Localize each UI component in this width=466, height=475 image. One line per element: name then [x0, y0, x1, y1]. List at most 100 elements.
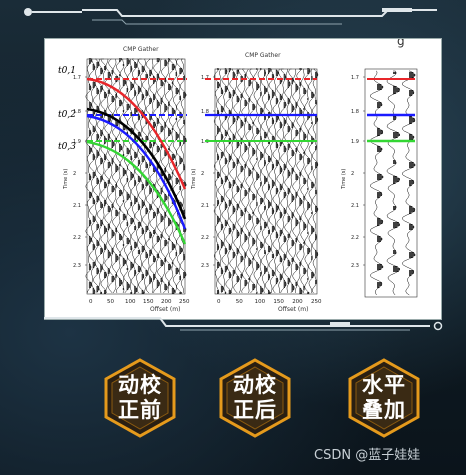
trace-fill: [283, 74, 287, 288]
trace-fill: [291, 78, 295, 292]
watermark-text: CSDN @蓝子娃娃: [314, 448, 421, 463]
seismic-trace: [237, 68, 244, 294]
y-tick-label: 2.2: [201, 235, 209, 241]
t03-label: t0,3: [58, 142, 76, 152]
trace-fill: [92, 64, 96, 294]
left-cmp-gather-plot: 1.7 1.8 1.9 2 2.1 2.2 2.3 Time (s) 0 50 100 150 200 2…: [63, 58, 190, 305]
trace-fill: [240, 76, 244, 278]
plot-border: [86, 58, 186, 295]
y-tick-label: 1.8: [201, 109, 209, 115]
figure-panel: 1.7 1.8 1.9 2 2.1 2.2 2.3 Time (s) 0 50 100 150 200 2…: [44, 34, 442, 320]
green-moveout-curve: [86, 140, 187, 245]
seismic-trace: [257, 68, 264, 294]
seismic-trace: [127, 58, 134, 294]
x-tick-label: 250: [179, 299, 190, 305]
trace-fill: [409, 72, 416, 276]
x-tick-label: 150: [143, 299, 154, 305]
x-tick-label: 100: [255, 299, 266, 305]
trace-fill: [220, 88, 224, 292]
left-plot-title: CMP Gather: [123, 46, 159, 53]
seismic-trace: [149, 58, 157, 294]
trace-fill: [295, 84, 299, 286]
trace-fill: [232, 72, 236, 276]
t01-label: t0,1: [58, 66, 76, 76]
trace-fill: [107, 72, 111, 274]
seismic-trace: [221, 68, 228, 294]
hexagon-frame-icon: [348, 358, 420, 438]
trace-fill: [264, 70, 267, 274]
corner-mark: g: [397, 39, 405, 48]
seismic-trace: [130, 58, 138, 294]
middle-cmp-gather-plot: 1.7 1.8 1.9 2 2.1 2.2 2.3 Time (s) 0 50 100 150 200 2…: [191, 68, 322, 305]
y-tick-label: 2.1: [351, 203, 359, 209]
seismic-trace: [264, 68, 272, 294]
seismic-figure: 1.7 1.8 1.9 2 2.1 2.2 2.3 Time (s) 0 50 100 150 200 2…: [58, 34, 418, 313]
y-tick-label: 1.9: [201, 139, 209, 145]
y-axis-label: Time (s): [191, 169, 197, 190]
hex-button-stack[interactable]: 水平 叠加: [344, 358, 424, 438]
plot-border: [364, 68, 418, 298]
x-tick-label: 0: [217, 299, 221, 305]
seismic-trace: [225, 68, 232, 294]
seismic-trace: [304, 68, 311, 294]
seismic-trace: [284, 68, 291, 294]
seismic-trace: [92, 58, 100, 294]
button-line2: 正后: [233, 398, 277, 422]
y-tick-label: 1.7: [73, 75, 81, 81]
y-tick-label: 2: [351, 171, 354, 177]
seismic-trace: [85, 58, 93, 294]
y-tick-label: 1.9: [351, 139, 359, 145]
trace-fill: [236, 70, 240, 282]
seismic-trace: [104, 58, 112, 294]
seismic-trace: [213, 68, 220, 294]
trace-fill: [183, 76, 187, 278]
y-tick-label: 2.3: [201, 263, 209, 269]
seismic-trace: [233, 68, 240, 294]
trace-fill: [103, 66, 107, 294]
x-tick-label: 50: [236, 299, 243, 305]
y-tick-label: 1.8: [351, 109, 359, 115]
trace-fill: [287, 80, 291, 284]
x-tick-label: 200: [292, 299, 303, 305]
x-tick-label: 100: [125, 299, 136, 305]
middle-xlabel: Offset (m): [278, 306, 308, 313]
seismic-trace: [268, 68, 275, 294]
button-line2: 叠加: [362, 398, 406, 422]
seismic-trace: [308, 68, 315, 294]
hexagon-frame-icon: [219, 358, 291, 438]
y-tick-label: 2.3: [73, 263, 81, 269]
bottom-frame-decoration: [44, 317, 443, 331]
seismic-trace: [100, 58, 108, 294]
seismic-trace: [369, 70, 384, 296]
trace-fill: [137, 70, 141, 272]
y-tick-label: 1.9: [73, 139, 81, 145]
stacked-trace-plot: 1.7 1.8 1.9 2 2.1 2.2 2.3 Time (s): [341, 68, 418, 298]
seismic-trace: [112, 58, 119, 294]
x-tick-label: 150: [273, 299, 284, 305]
hex-button-after-nmo[interactable]: 动校 正后: [215, 358, 295, 438]
y-tick-label: 2.1: [73, 203, 81, 209]
x-tick-label: 250: [311, 299, 322, 305]
red-moveout-curve: [86, 77, 187, 190]
left-xlabel: Offset (m): [150, 306, 180, 313]
y-tick-label: 2: [73, 171, 76, 177]
t02-label: t0,2: [58, 110, 76, 120]
y-tick-label: 1.8: [73, 109, 81, 115]
trace-fill: [152, 76, 156, 280]
y-axis-label: Time (s): [63, 169, 69, 190]
seismic-trace: [260, 68, 268, 294]
button-line1: 动校: [233, 373, 277, 397]
trace-fill: [149, 70, 152, 284]
trace-fill: [122, 64, 127, 290]
hex-button-before-nmo[interactable]: 动校 正前: [100, 358, 180, 438]
seismic-trace: [168, 58, 176, 294]
trace-fill: [303, 88, 307, 290]
x-tick-label: 0: [89, 299, 93, 305]
trace-fill: [134, 62, 138, 294]
trace-fill: [315, 72, 318, 284]
seismic-trace: [276, 68, 283, 294]
blue-moveout-curve: [86, 114, 187, 230]
seismic-trace: [245, 68, 252, 294]
button-line1: 动校: [118, 373, 162, 397]
top-frame-decoration: [24, 8, 437, 25]
